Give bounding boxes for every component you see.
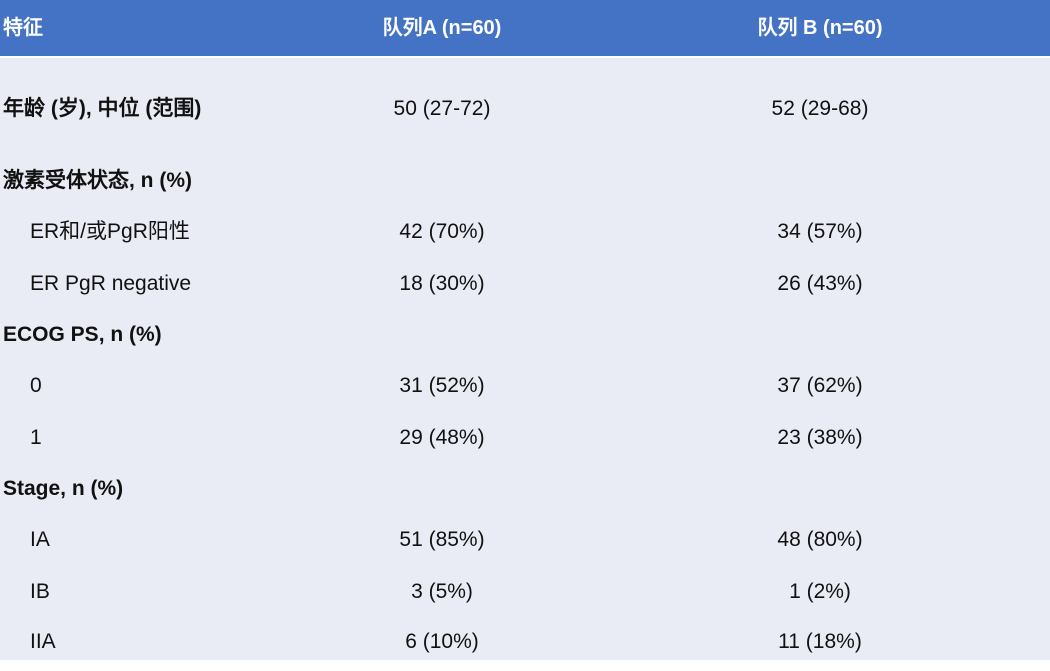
cohort-a-value: 6 (10%) xyxy=(405,630,479,653)
cohort-b-value xyxy=(700,469,940,509)
cohort-a-value xyxy=(322,315,562,355)
cohort-a-value: 3 (5%) xyxy=(411,580,473,603)
table-row-stage-ib: IB 3 (5%) 1 (2%) xyxy=(0,572,1050,612)
section-label: Stage, n (%) xyxy=(3,477,124,500)
cohort-a-value: 42 (70%) xyxy=(399,220,485,243)
cohort-a-value xyxy=(322,161,562,201)
section-label: ECOG PS, n (%) xyxy=(3,323,162,346)
row-label: ER PgR negative xyxy=(30,272,192,295)
row-label: 0 xyxy=(30,374,42,397)
cohort-b-value xyxy=(700,315,940,355)
cohort-b-value: 1 (2%) xyxy=(789,580,851,603)
table-row-stage-iia: IIA 6 (10%) 11 (18%) xyxy=(0,622,1050,662)
row-label: IIA xyxy=(30,630,56,653)
header-feature: 特征 xyxy=(3,17,43,39)
cohort-a-value: 31 (52%) xyxy=(399,374,485,397)
table-header: 特征 队列A (n=60) 队列 B (n=60) xyxy=(0,0,1050,58)
section-label: 激素受体状态, n (%) xyxy=(3,169,192,192)
cohort-a-value: 51 (85%) xyxy=(399,528,485,551)
cohort-a-value xyxy=(322,469,562,509)
header-cohort-b: 队列 B (n=60) xyxy=(757,17,883,39)
table-row-stage-ia: IA 51 (85%) 48 (80%) xyxy=(0,520,1050,560)
row-label: ER和/或PgR阳性 xyxy=(30,220,190,243)
cohort-b-value: 34 (57%) xyxy=(777,220,863,243)
table-row-ecog-0: 0 31 (52%) 37 (62%) xyxy=(0,366,1050,406)
table-row-er-pgr-positive: ER和/或PgR阳性 42 (70%) 34 (57%) xyxy=(0,212,1050,252)
cohort-a-value: 18 (30%) xyxy=(399,272,485,295)
table-row-stage: Stage, n (%) xyxy=(0,469,1050,509)
cohort-b-value: 26 (43%) xyxy=(777,272,863,295)
cohort-b-value xyxy=(700,161,940,201)
row-label: 1 xyxy=(30,426,42,449)
table-row-age: 年龄 (岁), 中位 (范围) 50 (27-72) 52 (29-68) xyxy=(0,89,1050,129)
row-label: 年龄 (岁), 中位 (范围) xyxy=(3,97,202,120)
row-label: IB xyxy=(30,580,50,603)
table-row-er-pgr-negative: ER PgR negative 18 (30%) 26 (43%) xyxy=(0,264,1050,304)
cohort-a-value: 29 (48%) xyxy=(399,426,485,449)
header-cohort-a: 队列A (n=60) xyxy=(382,17,502,39)
cohort-b-value: 37 (62%) xyxy=(777,374,863,397)
cohort-b-value: 23 (38%) xyxy=(777,426,863,449)
cohort-b-value: 11 (18%) xyxy=(778,630,862,653)
table-row-ecog-ps: ECOG PS, n (%) xyxy=(0,315,1050,355)
table-row-hormone-receptor-status: 激素受体状态, n (%) xyxy=(0,161,1050,201)
cohort-a-value: 50 (27-72) xyxy=(393,97,491,120)
cohort-b-value: 52 (29-68) xyxy=(771,97,869,120)
cohort-b-value: 48 (80%) xyxy=(777,528,863,551)
table-row-ecog-1: 1 29 (48%) 23 (38%) xyxy=(0,418,1050,458)
row-label: IA xyxy=(30,528,50,551)
